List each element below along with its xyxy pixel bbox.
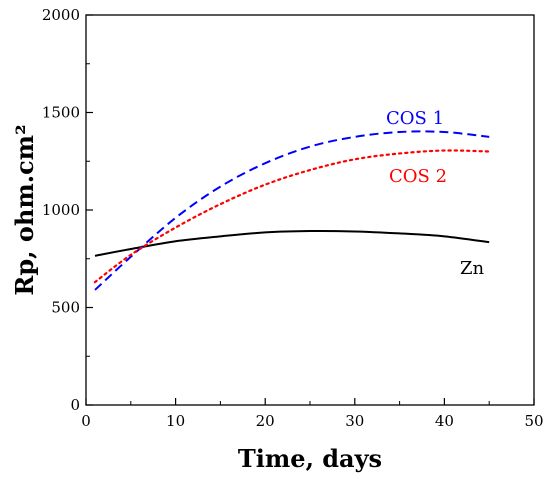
x-tick-label: 20 (256, 412, 275, 430)
y-tick-label: 1500 (42, 104, 80, 122)
y-tick-label: 0 (70, 396, 80, 414)
x-tick-label: 30 (345, 412, 364, 430)
plot-frame (85, 14, 535, 406)
x-tick-label: 10 (166, 412, 185, 430)
y-tick-label: 1000 (42, 201, 80, 219)
x-tick-label: 40 (435, 412, 454, 430)
series-layer (93, 130, 491, 291)
series-line-cos2 (93, 149, 491, 284)
x-axis-title: Time, days (238, 444, 382, 473)
x-tick-label: 50 (524, 412, 543, 430)
series-label-cos1: COS 1 (386, 108, 444, 129)
y-axis-title: Rp, ohm.cm² (10, 124, 39, 295)
y-tick-label: 500 (51, 299, 80, 317)
series-label-cos2: COS 2 (389, 166, 447, 187)
series-line-cos1 (94, 130, 490, 291)
series-label-zn: Zn (460, 258, 485, 279)
x-tick-label: 0 (81, 412, 91, 430)
plot-area (85, 14, 535, 406)
y-tick-label: 2000 (42, 6, 80, 24)
series-line-zn (94, 229, 490, 257)
